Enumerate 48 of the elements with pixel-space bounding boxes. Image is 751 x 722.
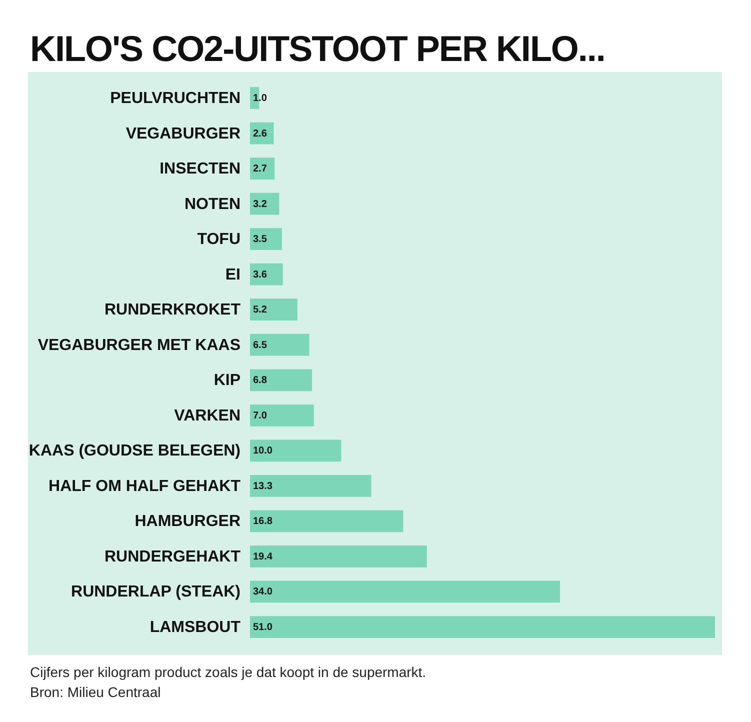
data-label: 6.5 (253, 340, 268, 351)
text: Bron: Milieu Centraal (30, 683, 162, 702)
bar (250, 616, 715, 638)
y-tick-label: VEGABURGER MET KAAS (38, 336, 241, 354)
data-label: 7.0 (253, 410, 268, 422)
data-label: 5.2 (253, 304, 268, 316)
bar (250, 298, 298, 321)
bar (250, 334, 310, 356)
bar (250, 475, 372, 497)
data-label: 16.8 (253, 516, 273, 528)
chart-title: KILO'S CO2-UITSTOOT PER KILO... (30, 28, 605, 70)
data-label: 3.2 (253, 198, 268, 210)
y-tick-label: PEULVRUCHTEN (110, 90, 240, 107)
data-label: 34.0 (253, 586, 273, 598)
bar (250, 580, 560, 603)
bar (250, 228, 282, 250)
y-tick-label: VEGABURGER (126, 125, 241, 142)
y-tick-label: VARKEN (174, 407, 240, 424)
y-tick-label: KIP (214, 372, 241, 390)
data-label: 19.4 (253, 551, 273, 562)
bar (250, 263, 283, 286)
bar (250, 440, 342, 462)
y-tick-label: HAMBURGER (134, 513, 241, 530)
bar (250, 369, 312, 392)
data-label: 3.5 (253, 234, 268, 246)
data-label: 2.7 (253, 164, 268, 175)
y-tick-label: RUNDERKROKET (104, 302, 241, 319)
y-tick-label: EI (225, 266, 240, 284)
y-tick-label: LAMSBOUT (150, 619, 241, 636)
data-label: 3.6 (253, 269, 268, 280)
y-tick-label: INSECTEN (160, 160, 240, 178)
y-tick-label: KAAS (GOUDSE BELEGEN) (28, 442, 240, 460)
bar (250, 546, 427, 568)
text: Cijfers per kilogram product zoals je dat koopt in de supermarkt. (30, 663, 426, 682)
data-label: 13.3 (253, 480, 273, 492)
data-label: 6.8 (253, 375, 268, 386)
data-label: 10.0 (253, 446, 273, 457)
y-tick-label: TOFU (197, 231, 240, 248)
bar (250, 158, 275, 180)
data-label: 51.0 (253, 622, 273, 634)
y-tick-label: RUNDERGEHAKT (104, 548, 241, 566)
data-label: 1.0 (253, 92, 268, 104)
y-tick-label: RUNDERLAP (STEAK) (71, 584, 240, 601)
bar (250, 404, 314, 426)
y-tick-label: HALF OM HALF GEHAKT (48, 478, 241, 495)
y-tick-label: NOTEN (184, 196, 240, 213)
bar (250, 510, 404, 532)
data-label: 2.6 (253, 128, 268, 140)
